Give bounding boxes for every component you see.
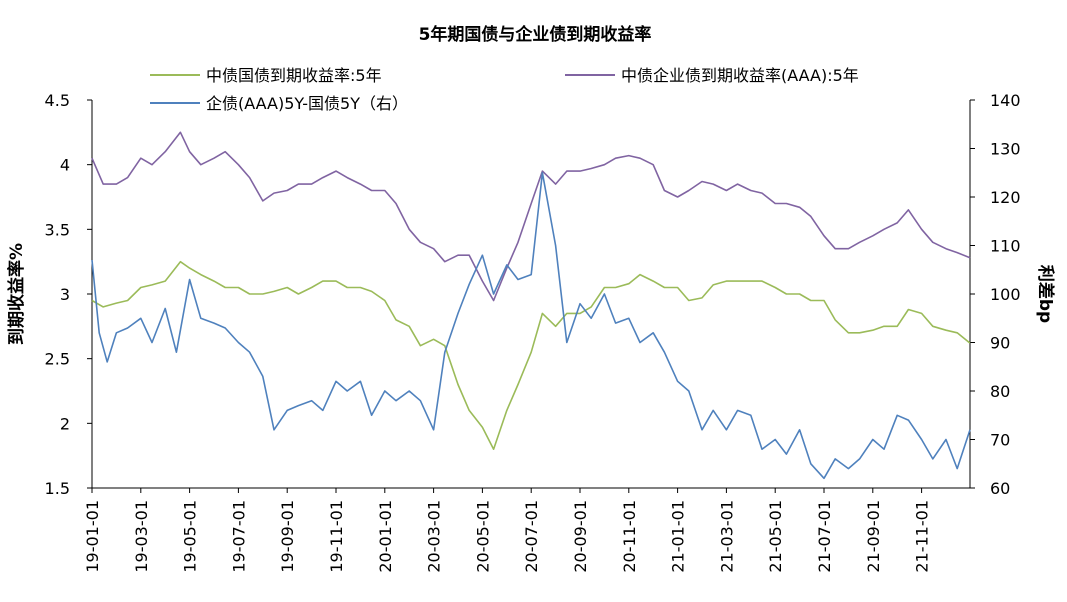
right-tick-label: 60 [990, 479, 1010, 498]
left-axis-ticks: 1.5 2 2.5 3 3.5 4 4.5 [45, 91, 92, 498]
right-tick-label: 130 [990, 140, 1021, 159]
x-tick-label: 20-03-01 [425, 500, 444, 573]
x-tick-label: 21-03-01 [717, 500, 736, 573]
left-axis-title: 到期收益率% [6, 243, 27, 345]
x-tick-label: 19-09-01 [278, 500, 297, 573]
chart-title: 5年期国债与企业债到期收益率 [419, 24, 652, 45]
left-tick-label: 1.5 [45, 479, 70, 498]
left-tick-label: 3 [60, 285, 70, 304]
left-tick-label: 3.5 [45, 220, 70, 239]
right-tick-label: 80 [990, 382, 1010, 401]
right-tick-label: 120 [990, 188, 1021, 207]
series-line-spread [91, 172, 971, 480]
x-tick-label: 21-07-01 [815, 500, 834, 573]
right-tick-label: 140 [990, 91, 1021, 110]
right-tick-label: 110 [990, 237, 1021, 256]
x-tick-label: 21-05-01 [766, 500, 785, 573]
x-tick-label: 20-01-01 [376, 500, 395, 573]
x-tick-label: 20-07-01 [522, 500, 541, 573]
x-tick-label: 20-09-01 [571, 500, 590, 573]
legend-label-corp: 中债企业债到期收益率(AAA):5年 [621, 66, 859, 85]
x-axis-ticks: 19-01-01 19-03-01 19-05-01 19-07-01 19-09-01… [83, 488, 932, 573]
x-tick-label: 19-11-01 [327, 500, 346, 573]
legend-label-spread: 企债(AAA)5Y-国债5Y（右） [206, 94, 408, 113]
x-tick-label: 21-01-01 [669, 500, 688, 573]
left-tick-label: 2.5 [45, 350, 70, 369]
legend: 中债国债到期收益率:5年 中债企业债到期收益率(AAA):5年 企债(AAA)5… [150, 66, 859, 113]
x-tick-label: 21-11-01 [913, 500, 932, 573]
right-axis-title: 利差bp [1035, 265, 1056, 323]
right-axis-ticks: 60 70 80 90 100 110 120 130 140 [970, 91, 1021, 498]
right-tick-label: 90 [990, 334, 1010, 353]
left-tick-label: 4 [60, 156, 70, 175]
x-tick-label: 19-03-01 [132, 500, 151, 573]
x-tick-label: 19-07-01 [229, 500, 248, 573]
x-tick-label: 20-11-01 [620, 500, 639, 573]
x-tick-label: 20-05-01 [473, 500, 492, 573]
left-tick-label: 2 [60, 414, 70, 433]
right-tick-label: 70 [990, 431, 1010, 450]
x-tick-label: 19-01-01 [83, 500, 102, 573]
legend-label-govt: 中债国债到期收益率:5年 [206, 66, 382, 85]
series-line-govt-yield [91, 260, 971, 451]
right-tick-label: 100 [990, 285, 1021, 304]
left-tick-label: 4.5 [45, 91, 70, 110]
x-tick-label: 19-05-01 [181, 500, 200, 573]
series-layer [91, 131, 971, 480]
x-tick-label: 21-09-01 [864, 500, 883, 573]
series-line-corp-yield [91, 131, 971, 302]
